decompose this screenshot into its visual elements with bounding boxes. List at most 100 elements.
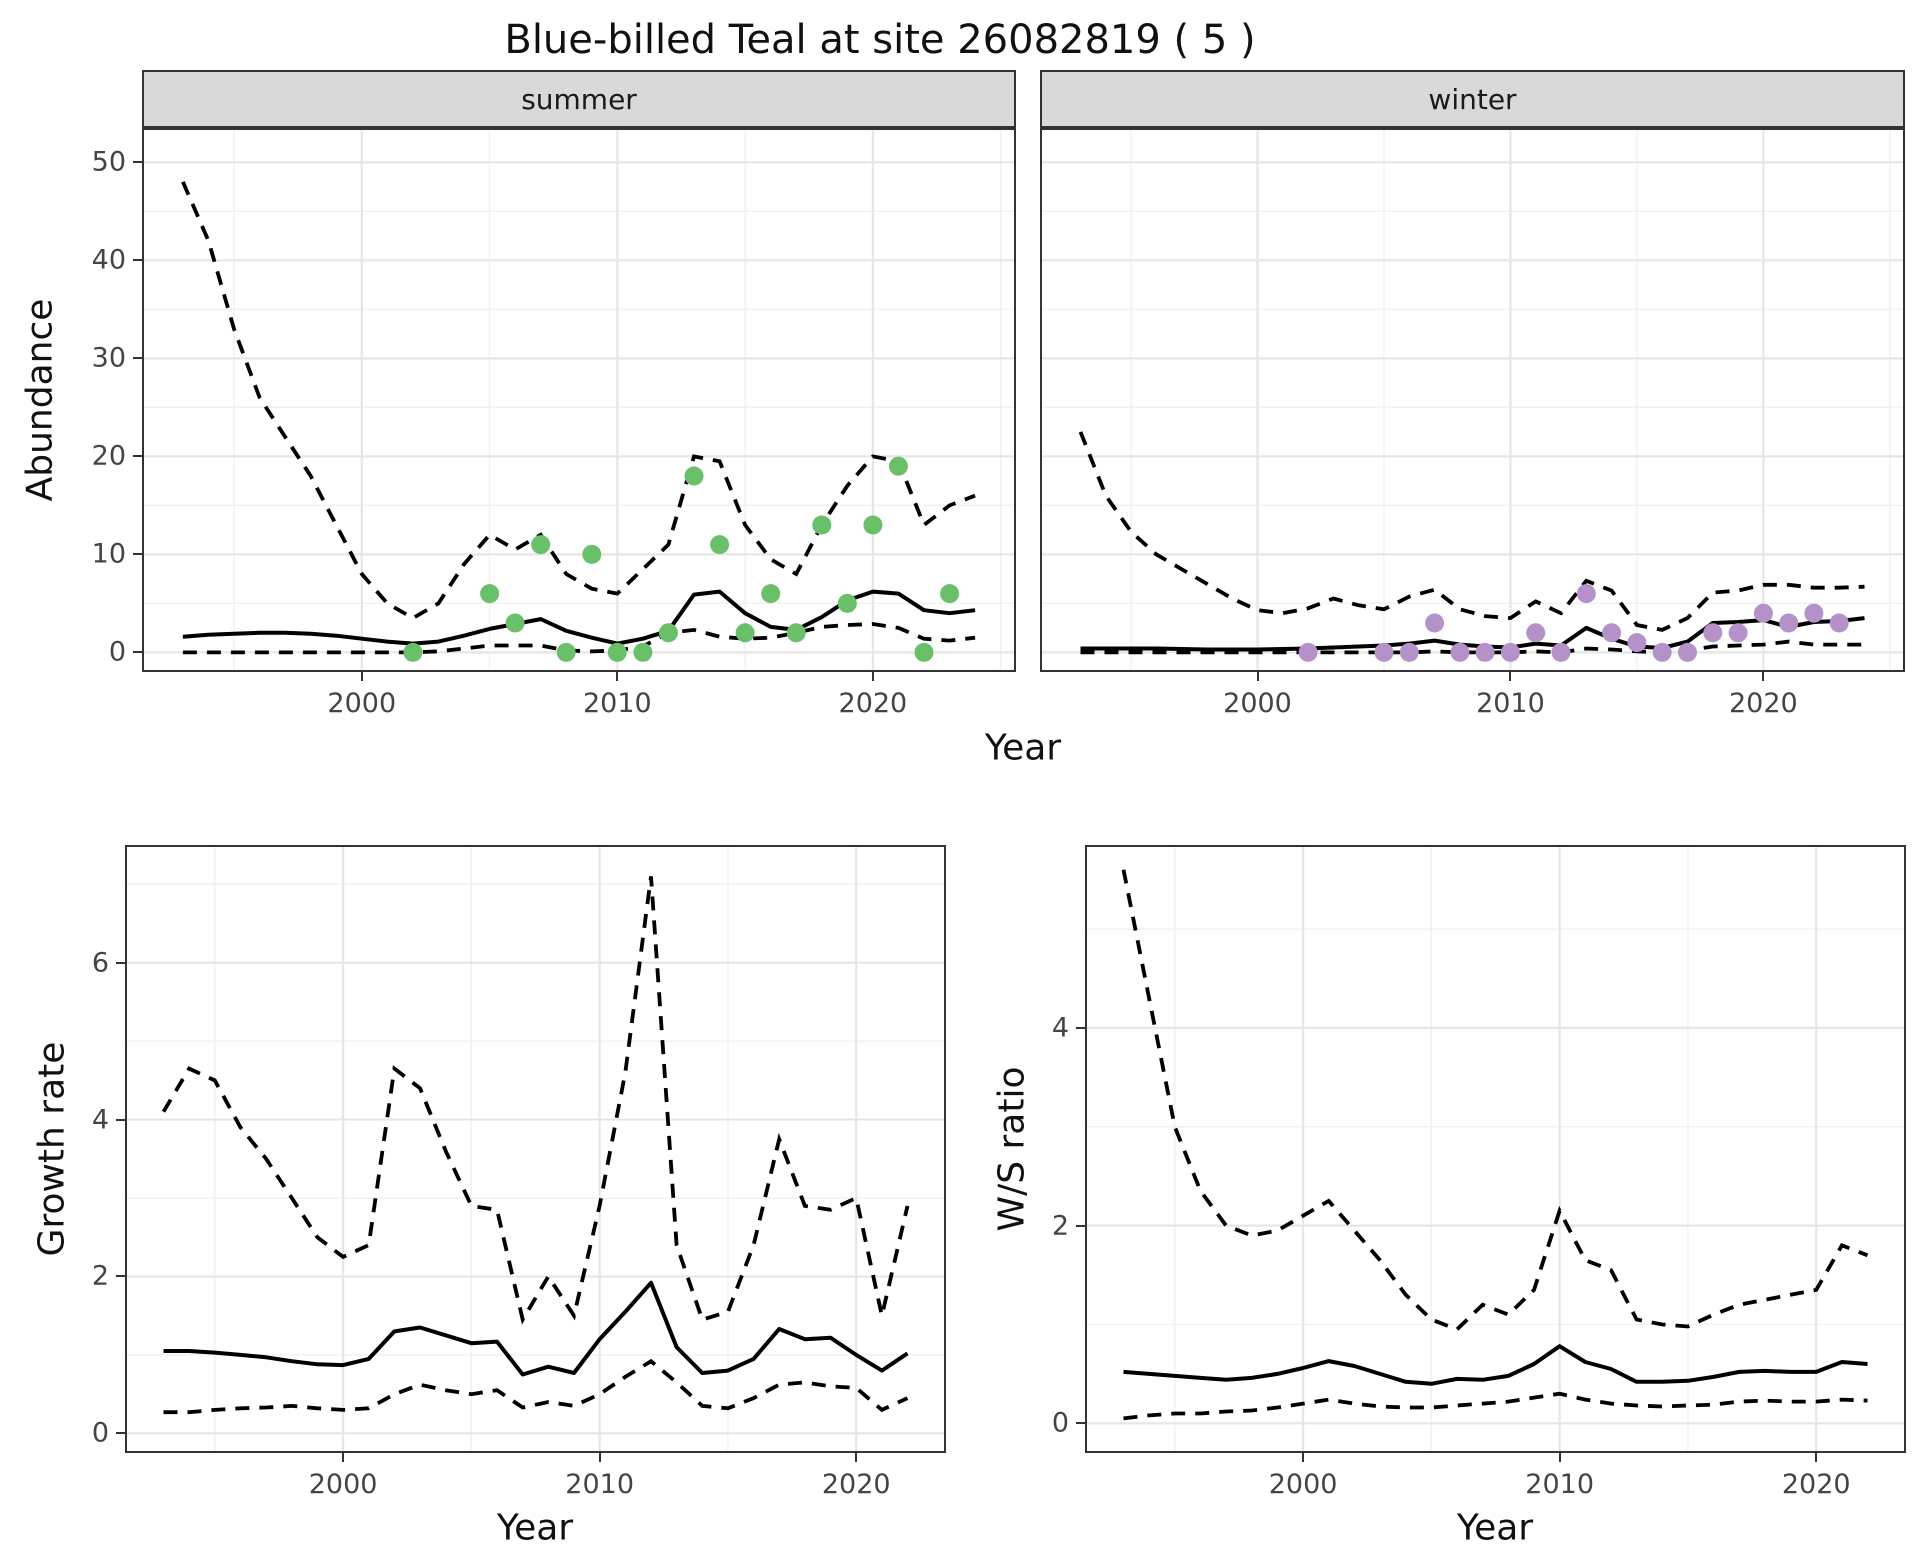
y-tick-mark	[1076, 1026, 1085, 1029]
x-tick-mark	[360, 672, 363, 681]
x-tick-label: 2010	[1476, 688, 1545, 719]
data-point	[1576, 584, 1596, 604]
data-point	[914, 642, 934, 662]
data-point	[1450, 642, 1470, 662]
facet-strip-summer-label: summer	[521, 82, 637, 116]
y-tick-mark	[116, 1432, 125, 1435]
growth-rate-panel	[125, 845, 946, 1453]
x-tick-mark	[1256, 672, 1259, 681]
y-tick-mark	[133, 455, 142, 458]
observed-points	[403, 456, 960, 662]
x-tick-label: 2020	[838, 688, 908, 719]
x-tick-mark	[1762, 672, 1765, 681]
y-tick-mark	[133, 357, 142, 360]
x-tick-label: 2020	[1729, 688, 1798, 719]
y-tick-mark	[1076, 1224, 1085, 1227]
ws-ratio-panel	[1085, 845, 1906, 1453]
facet-strip-winter-label: winter	[1428, 82, 1517, 116]
x-tick-label: 2000	[308, 1469, 378, 1500]
panel-border	[142, 128, 1016, 672]
y-tick-label: 0	[1051, 1407, 1069, 1439]
x-tick-mark	[1509, 672, 1512, 681]
y-tick-label: 40	[91, 244, 126, 276]
lower-ci-line	[1080, 639, 1865, 655]
data-point	[1652, 642, 1672, 662]
data-point	[556, 642, 576, 662]
x-tick-mark	[342, 1453, 345, 1462]
data-point	[684, 466, 704, 486]
x-tick-mark	[616, 672, 619, 681]
y-tick-mark	[1076, 1422, 1085, 1425]
gridlines	[1040, 128, 1905, 672]
data-point	[607, 642, 627, 662]
panel-border	[1040, 128, 1905, 672]
lower-ci-line	[182, 622, 976, 655]
y-tick-label: 50	[91, 146, 126, 178]
y-tick-label: 0	[91, 1417, 109, 1449]
y-tick-mark	[133, 553, 142, 556]
data-point	[1475, 642, 1495, 662]
y-tick-mark	[116, 961, 125, 964]
data-point	[633, 642, 653, 662]
data-point	[1526, 623, 1546, 643]
x-tick-label: 2000	[1223, 688, 1292, 719]
panel-border	[125, 845, 946, 1453]
data-point	[1425, 613, 1445, 633]
data-point	[1374, 642, 1394, 662]
x-tick-label: 2010	[1525, 1469, 1594, 1500]
data-point	[786, 623, 806, 643]
data-point	[505, 613, 525, 633]
x-tick-mark	[871, 672, 874, 681]
lower-ci-line	[1123, 1391, 1868, 1421]
x-tick-label: 2000	[327, 688, 397, 719]
x-tick-label: 2010	[582, 688, 652, 719]
facet-strip-summer: summer	[142, 70, 1016, 128]
data-point	[582, 544, 602, 564]
y-tick-mark	[116, 1118, 125, 1121]
data-point	[403, 642, 423, 662]
y-tick-label: 4	[91, 1104, 109, 1136]
upper-ci-line	[1078, 431, 1865, 632]
data-point	[1551, 642, 1571, 662]
chart-title: Blue-billed Teal at site 26082819 ( 5 )	[504, 17, 1256, 63]
data-point	[812, 515, 832, 535]
y-tick-label: 20	[91, 440, 126, 472]
data-point	[1602, 623, 1622, 643]
gridlines	[1085, 845, 1906, 1453]
y-tick-label: 2	[91, 1260, 109, 1292]
upper-ci-line	[1121, 869, 1869, 1332]
upper-ci-line	[181, 181, 976, 621]
panel-border	[1085, 845, 1906, 1453]
data-point	[1804, 603, 1824, 623]
y-tick-mark	[133, 161, 142, 164]
x-tick-mark	[598, 1453, 601, 1462]
y-tick-label: 10	[91, 538, 126, 570]
data-point	[710, 535, 730, 555]
median-line	[1080, 616, 1865, 652]
data-point	[837, 593, 857, 613]
data-point	[940, 584, 960, 604]
facet-strip-winter: winter	[1040, 70, 1905, 128]
data-point	[1728, 623, 1748, 643]
data-point	[1829, 613, 1849, 633]
upper-ci-line	[161, 876, 910, 1325]
median-line	[182, 589, 976, 646]
data-point	[1298, 642, 1318, 662]
x-tick-label: 2020	[821, 1469, 891, 1500]
median-line	[1123, 1344, 1868, 1386]
data-point	[1779, 613, 1799, 633]
data-point	[735, 623, 755, 643]
gridlines	[142, 128, 1016, 672]
data-point	[480, 584, 500, 604]
x-tick-mark	[1302, 1453, 1305, 1462]
y-tick-label: 4	[1051, 1012, 1069, 1044]
y-tick-label: 0	[108, 636, 126, 668]
x-tick-label: 2000	[1268, 1469, 1338, 1500]
y-tick-mark	[133, 651, 142, 654]
data-point	[1753, 603, 1773, 623]
abundance-winter-panel	[1040, 128, 1905, 672]
y-tick-label: 6	[91, 947, 109, 979]
x-tick-mark	[1815, 1453, 1818, 1462]
data-point	[1627, 633, 1647, 653]
